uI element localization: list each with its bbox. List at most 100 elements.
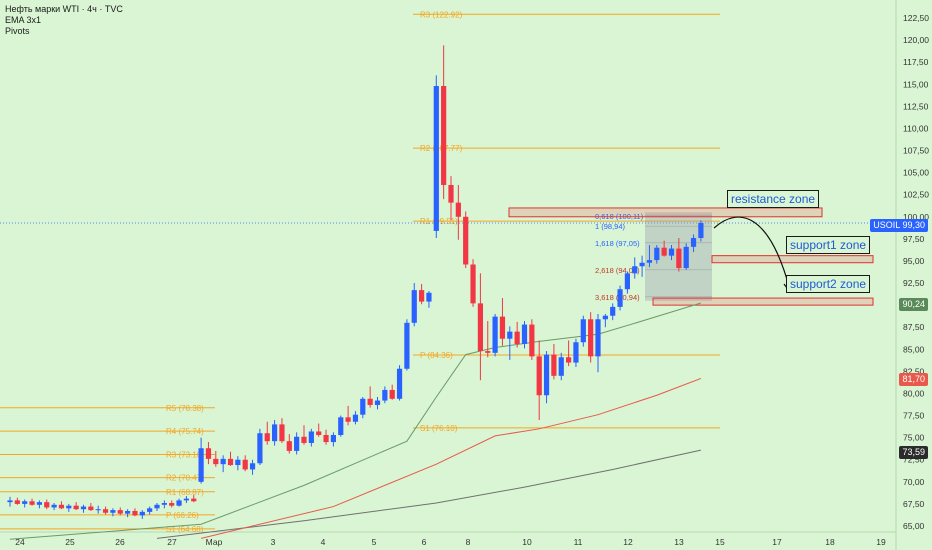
candle-body (661, 247, 667, 256)
candle-body (58, 504, 65, 509)
pivot-label: R5 (78.38) (166, 404, 204, 413)
candle-body (433, 86, 439, 231)
candle-body (668, 248, 675, 256)
y-tick-label: 75,00 (903, 433, 925, 443)
y-tick-label: 120,00 (903, 35, 929, 45)
candle-body (323, 435, 329, 443)
candle-body (411, 290, 417, 323)
y-tick-label: 65,00 (903, 521, 925, 531)
pivot-label: P (84.36) (420, 351, 453, 360)
candle-body (485, 351, 491, 353)
candle-body (205, 448, 212, 459)
candle-body (345, 417, 351, 422)
support2-zone-box (652, 297, 874, 306)
y-tick-label: 107,50 (903, 146, 929, 156)
support2-zone-label[interactable]: support2 zone (786, 275, 871, 293)
candle-body (279, 424, 285, 442)
y-tick-label: 112,50 (903, 101, 929, 111)
candle-body (566, 357, 572, 363)
x-tick-label: 19 (876, 537, 886, 547)
resistance-zone-box (508, 207, 823, 218)
candle-body (36, 502, 42, 505)
candle-body (22, 501, 28, 504)
candle-body (676, 248, 682, 269)
x-tick-label: 4 (321, 537, 326, 547)
candle-body (73, 505, 79, 510)
ema-fast-tag: 90,24 (899, 298, 928, 311)
y-tick-label: 117,50 (903, 57, 929, 67)
x-tick-label: Мар (206, 537, 223, 547)
candle-body (88, 506, 94, 511)
candle-body (213, 458, 219, 465)
candle-body (110, 510, 116, 513)
ema-slow-line (156, 449, 702, 539)
candle-body (95, 509, 101, 511)
support1-zone-label[interactable]: support1 zone (786, 236, 871, 254)
candle-body (521, 324, 528, 345)
y-tick-label: 77,50 (903, 411, 925, 421)
candle-body (632, 266, 638, 274)
x-tick-label: 24 (15, 537, 25, 547)
candle-body (396, 368, 403, 399)
candle-body (602, 315, 608, 320)
candle-body (389, 389, 395, 399)
candle-body (374, 400, 381, 405)
candle-body (360, 398, 366, 415)
ema-indicator-label[interactable]: EMA 3x1 (5, 15, 42, 25)
x-tick-label: 17 (772, 537, 782, 547)
candle-body (176, 500, 182, 506)
candle-body (551, 354, 557, 376)
y-tick-label: 105,00 (903, 168, 929, 178)
pivot-label: R4 (75.74) (166, 427, 204, 436)
x-tick-label: 3 (271, 537, 276, 547)
candle-body (543, 354, 550, 396)
x-tick-label: 15 (715, 537, 725, 547)
candle-body (44, 502, 50, 508)
candle-body (301, 436, 307, 443)
candle-body (227, 458, 234, 466)
x-tick-label: 12 (623, 537, 633, 547)
y-tick-label: 102,50 (903, 190, 929, 200)
symbol-title[interactable]: Нефть марки WTI · 4ч · TVC (5, 4, 123, 14)
candle-body (580, 319, 586, 343)
candle-body (169, 503, 175, 506)
candle-body (272, 424, 278, 442)
candle-body (617, 289, 623, 307)
pivot-label: R1 (68.87) (166, 488, 204, 497)
y-tick-label: 70,00 (903, 477, 925, 487)
x-tick-label: 13 (674, 537, 684, 547)
candle-body (382, 389, 388, 401)
candle-body (419, 290, 425, 302)
fib-label: 1,618 (97,05) (595, 239, 640, 248)
x-tick-label: 8 (466, 537, 471, 547)
candle-body (249, 463, 256, 470)
x-tick-label: 18 (825, 537, 835, 547)
y-tick-label: 80,00 (903, 388, 925, 398)
pivots-indicator-label[interactable]: Pivots (5, 26, 30, 36)
last-price-value: 99,30 (902, 220, 925, 230)
candle-body (441, 86, 447, 185)
candle-body (117, 510, 123, 514)
pivot-label: R1 (99.51) (420, 217, 458, 226)
candle-body (698, 222, 704, 238)
candle-body (198, 448, 204, 482)
candle-body (330, 435, 336, 443)
candle-body (66, 505, 72, 509)
candle-body (455, 202, 461, 217)
y-tick-label: 72,50 (903, 455, 925, 465)
resistance-zone-label[interactable]: resistance zone (727, 190, 820, 208)
x-tick-label: 6 (422, 537, 427, 547)
candle-body (654, 247, 660, 261)
fib-label: 1 (98,94) (595, 222, 626, 231)
pivot-label: S1 (76.10) (420, 424, 458, 433)
candle-body (154, 504, 160, 509)
candle-body (514, 331, 520, 345)
candle-body (183, 498, 189, 501)
chart-legend: Нефть марки WTI · 4ч · TVC EMA 3x1 Pivot… (5, 4, 123, 37)
candle-body (536, 356, 542, 396)
candle-body (80, 506, 87, 510)
candle-body (683, 246, 689, 269)
candle-body (639, 262, 645, 267)
pivot-label: R3 (122.92) (420, 10, 463, 19)
